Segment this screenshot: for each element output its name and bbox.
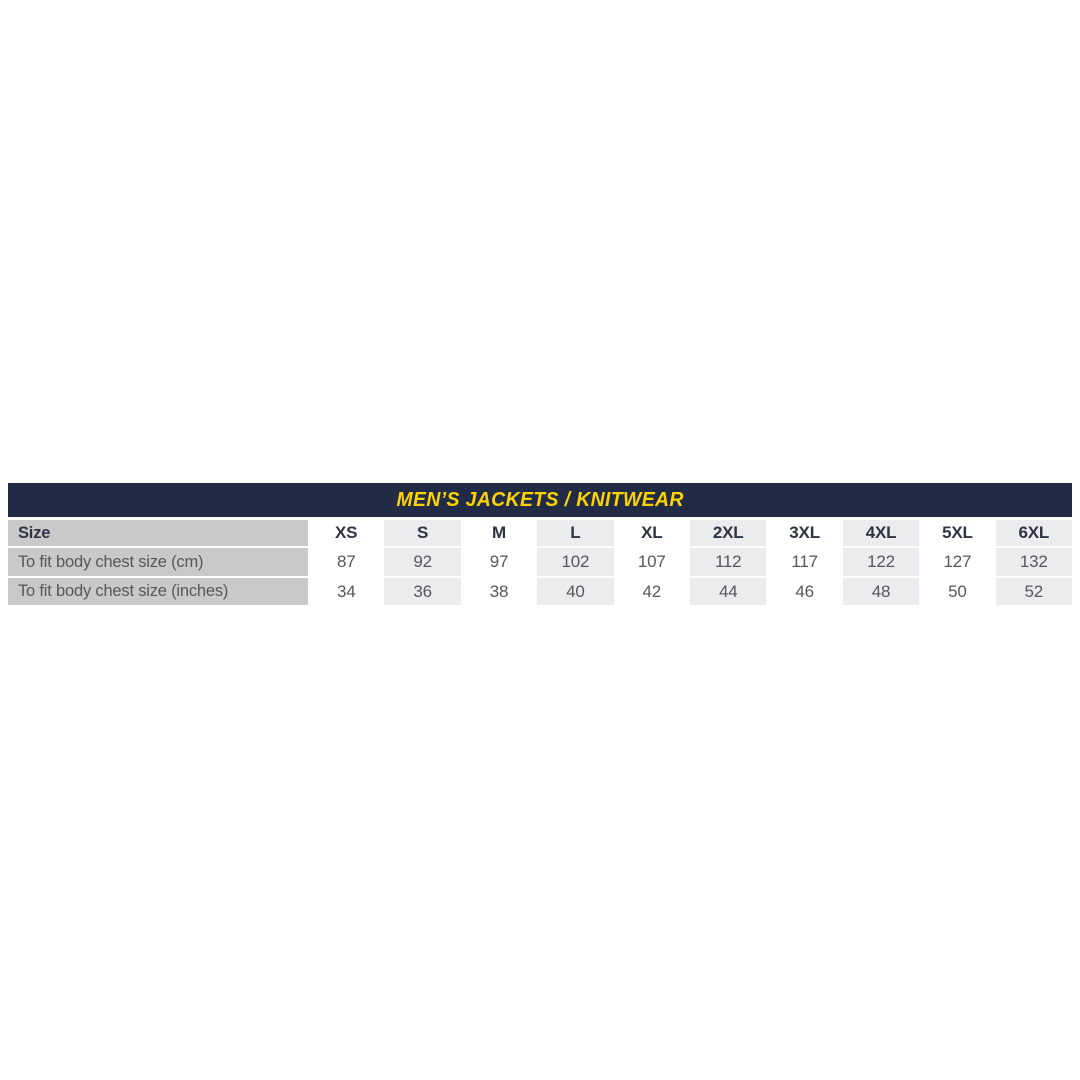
column-header-3xl: 3XL [789,523,820,542]
column-header-m: M [492,523,506,542]
column-header-6xl: 6XL [995,520,1072,546]
cm-value-l: 102 [537,548,614,576]
inches-value-xl: 42 [642,581,662,601]
cm-value-xs: 87 [336,552,356,571]
row-label-size: Size [8,520,308,546]
inches-value-6xl: 52 [995,578,1072,605]
inches-value-l: 40 [537,578,614,605]
column-header-l: L [537,520,614,546]
cm-value-6xl: 132 [995,548,1072,576]
column-header-s: S [384,520,461,546]
column-header-2xl: 2XL [690,520,767,546]
size-chart: MEN’S JACKETS / KNITWEAR Size XS S M L X… [8,483,1072,605]
column-header-5xl: 5XL [942,523,973,542]
inches-value-3xl: 46 [795,581,814,601]
inches-value-xs: 34 [336,581,356,601]
size-chart-title-bar: MEN’S JACKETS / KNITWEAR [8,483,1072,517]
row-label-inches: To fit body chest size (inches) [8,578,308,605]
cm-value-s: 92 [384,548,461,576]
cm-value-3xl: 117 [791,552,818,571]
cm-value-xl: 107 [637,552,666,571]
column-header-xl: XL [641,523,663,542]
cm-value-5xl: 127 [943,552,972,571]
size-chart-title: MEN’S JACKETS / KNITWEAR [396,488,684,511]
size-table: Size XS S M L XL 2XL 3XL 4XL 5XL 6XL To … [8,520,1072,605]
inches-value-s: 36 [384,578,461,605]
cm-value-4xl: 122 [842,548,920,576]
column-header-4xl: 4XL [842,520,920,546]
inches-value-2xl: 44 [690,578,767,605]
inches-value-4xl: 48 [842,578,920,605]
inches-value-m: 38 [489,581,509,601]
cm-value-m: 97 [489,552,509,571]
inches-value-5xl: 50 [948,581,967,601]
cm-value-2xl: 112 [690,548,767,576]
row-label-cm: To fit body chest size (cm) [8,548,308,576]
column-header-xs: XS [335,523,358,542]
